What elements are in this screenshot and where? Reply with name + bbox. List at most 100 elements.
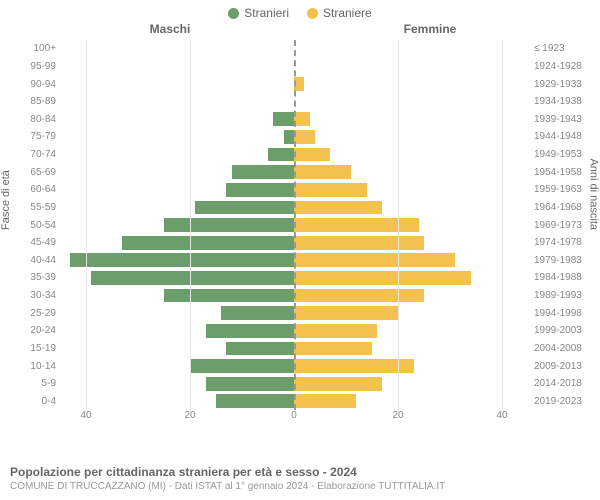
x-tick-label: 20 xyxy=(184,410,195,421)
birth-years-label: 1944-1948 xyxy=(534,131,596,142)
bar-container-female xyxy=(294,128,528,146)
birth-years-label: 1969-1973 xyxy=(534,220,596,231)
chart-title: Popolazione per cittadinanza straniera p… xyxy=(10,465,590,479)
bar-container-female xyxy=(294,181,528,199)
bar-container-female xyxy=(294,393,528,411)
bar-female xyxy=(294,183,367,197)
age-group-label: 95-99 xyxy=(10,61,56,72)
bar-male xyxy=(273,112,294,126)
bar-female xyxy=(294,130,315,144)
x-tick-label: 0 xyxy=(291,410,297,421)
age-group-label: 100+ xyxy=(10,43,56,54)
bar-male xyxy=(164,289,294,303)
bar-female xyxy=(294,112,310,126)
bar-container-female xyxy=(294,269,528,287)
birth-years-label: 1954-1958 xyxy=(534,167,596,178)
bar-male xyxy=(232,165,294,179)
age-group-label: 70-74 xyxy=(10,149,56,160)
gridline xyxy=(190,40,191,410)
bar-container-male xyxy=(60,234,294,252)
bar-container-male xyxy=(60,357,294,375)
birth-years-label: 1934-1938 xyxy=(534,96,596,107)
bar-container-female xyxy=(294,340,528,358)
bar-container-male xyxy=(60,252,294,270)
bar-container-female xyxy=(294,287,528,305)
age-group-label: 80-84 xyxy=(10,114,56,125)
birth-years-label: 2004-2008 xyxy=(534,343,596,354)
plot-area: 100+≤ 192395-991924-192890-941929-193385… xyxy=(60,40,528,410)
bar-container-female xyxy=(294,304,528,322)
bar-container-female xyxy=(294,234,528,252)
age-group-label: 35-39 xyxy=(10,272,56,283)
gridline xyxy=(502,40,503,410)
chart-footer: Popolazione per cittadinanza straniera p… xyxy=(10,465,590,492)
column-title-female: Femmine xyxy=(300,22,600,36)
age-group-label: 10-14 xyxy=(10,361,56,372)
x-axis: 402002040 xyxy=(60,410,528,424)
age-group-label: 15-19 xyxy=(10,343,56,354)
bar-female xyxy=(294,394,356,408)
age-group-label: 5-9 xyxy=(10,378,56,389)
age-group-label: 25-29 xyxy=(10,308,56,319)
bar-container-female xyxy=(294,111,528,129)
bar-container-male xyxy=(60,163,294,181)
bar-container-female xyxy=(294,322,528,340)
bar-container-female xyxy=(294,40,528,58)
legend-label-female: Straniere xyxy=(323,6,372,20)
bar-male xyxy=(226,342,294,356)
bar-male xyxy=(164,218,294,232)
birth-years-label: 1949-1953 xyxy=(534,149,596,160)
age-group-label: 90-94 xyxy=(10,79,56,90)
center-axis-line xyxy=(294,40,296,410)
birth-years-label: 1924-1928 xyxy=(534,61,596,72)
age-group-label: 55-59 xyxy=(10,202,56,213)
bar-container-male xyxy=(60,393,294,411)
population-pyramid-chart: Maschi Femmine Fasce di età Anni di nasc… xyxy=(0,20,600,440)
bar-container-male xyxy=(60,340,294,358)
bar-male xyxy=(190,359,294,373)
x-tick-label: 20 xyxy=(392,410,403,421)
bar-male xyxy=(195,201,294,215)
bar-female xyxy=(294,201,382,215)
age-group-label: 65-69 xyxy=(10,167,56,178)
bar-female xyxy=(294,324,377,338)
x-tick-label: 40 xyxy=(80,410,91,421)
legend-label-male: Stranieri xyxy=(244,6,289,20)
birth-years-label: 2014-2018 xyxy=(534,378,596,389)
bar-male xyxy=(206,377,294,391)
bar-female xyxy=(294,253,455,267)
bar-female xyxy=(294,236,424,250)
birth-years-label: 1979-1983 xyxy=(534,255,596,266)
bar-container-male xyxy=(60,58,294,76)
legend: Stranieri Straniere xyxy=(0,0,600,20)
bar-container-female xyxy=(294,199,528,217)
bar-container-female xyxy=(294,375,528,393)
birth-years-label: 1984-1988 xyxy=(534,272,596,283)
bar-container-male xyxy=(60,322,294,340)
bar-male xyxy=(122,236,294,250)
bar-male xyxy=(70,253,294,267)
birth-years-label: 1959-1963 xyxy=(534,184,596,195)
bar-container-female xyxy=(294,357,528,375)
bar-male xyxy=(284,130,294,144)
bar-container-male xyxy=(60,40,294,58)
bar-container-male xyxy=(60,304,294,322)
legend-item-male: Stranieri xyxy=(228,6,289,20)
bar-container-female xyxy=(294,163,528,181)
age-group-label: 0-4 xyxy=(10,396,56,407)
bar-container-female xyxy=(294,216,528,234)
bar-container-male xyxy=(60,111,294,129)
birth-years-label: ≤ 1923 xyxy=(534,43,596,54)
legend-swatch-female xyxy=(307,8,318,19)
age-group-label: 85-89 xyxy=(10,96,56,107)
bar-female xyxy=(294,289,424,303)
birth-years-label: 1974-1978 xyxy=(534,237,596,248)
bar-container-female xyxy=(294,58,528,76)
bar-container-male xyxy=(60,287,294,305)
birth-years-label: 1994-1998 xyxy=(534,308,596,319)
bar-container-female xyxy=(294,146,528,164)
birth-years-label: 1964-1968 xyxy=(534,202,596,213)
chart-subtitle: COMUNE DI TRUCCAZZANO (MI) - Dati ISTAT … xyxy=(10,481,590,492)
birth-years-label: 1989-1993 xyxy=(534,290,596,301)
bar-female xyxy=(294,148,330,162)
